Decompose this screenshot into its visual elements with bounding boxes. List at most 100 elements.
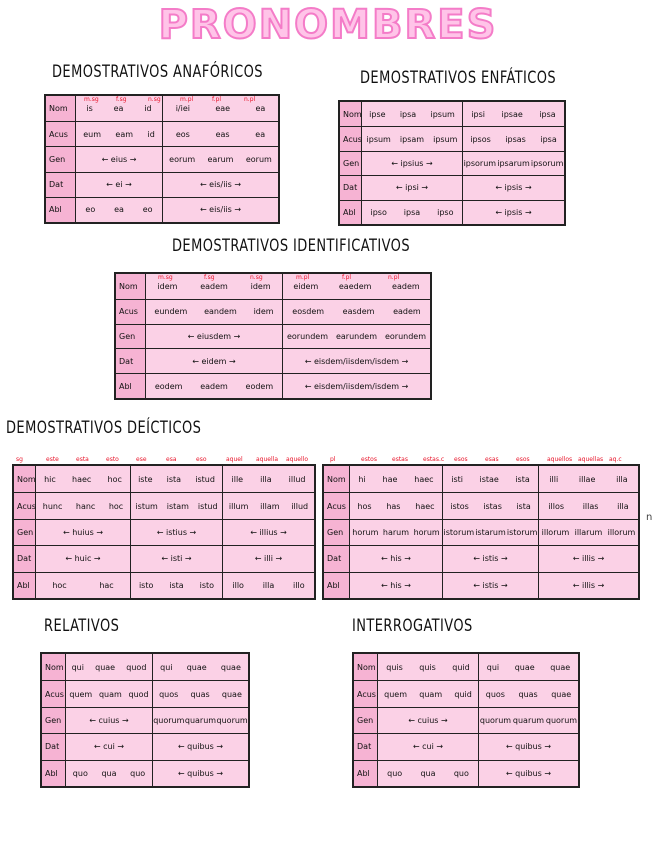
latin-form: hae (382, 474, 398, 484)
form-cell: i/iei eae ea (162, 96, 278, 122)
latin-form: ipsa (399, 109, 417, 119)
latin-form: ipsae (501, 109, 523, 119)
latin-form: quae (221, 689, 242, 699)
latin-form: quae (550, 662, 571, 672)
case-label: Gen (42, 707, 66, 734)
form-cell: quorum quarum quorum (478, 707, 578, 734)
latin-form: ← quibus → (505, 742, 552, 752)
latin-form: ← eisdem/iisdem/isdem → (304, 381, 409, 391)
latin-form: ← isti → (161, 554, 192, 564)
form-cell: qui quae quae (152, 654, 248, 681)
form-cell: ← illis → (538, 546, 638, 572)
latin-form: ← eisdem/iisdem/isdem → (304, 356, 409, 366)
latin-form: ipse (369, 109, 386, 119)
latin-form: ← eius → (101, 154, 137, 164)
latin-form: qui (160, 662, 173, 672)
demonstrative-tag: aquello (286, 456, 308, 463)
latin-form: isto (199, 580, 215, 590)
case-label: Dat (14, 546, 36, 572)
latin-form: ← cuius → (408, 715, 448, 725)
table-row: Acus eum eam id eos eas ea (46, 121, 278, 147)
demonstrative-tag: estas.c (423, 456, 445, 463)
case-label: Dat (46, 172, 76, 197)
demonstrative-tag: esas (485, 456, 499, 463)
latin-form: ← istis → (473, 580, 508, 590)
gender-tag: n.sg (148, 96, 161, 103)
demonstrative-tag: aquellos (547, 456, 573, 463)
table-row: Acus eundem eandem idem eosdem easdem eadem (116, 298, 430, 324)
table-row: Acus ipsum ipsam ipsum ipsos ipsas ipsa (340, 126, 564, 151)
form-cell: istos istas ista (442, 493, 538, 519)
form-cell: ← his → (350, 573, 442, 598)
heading-enfaticos: DEMOSTRATIVOS ENFÁTICOS (360, 68, 557, 88)
gender-tag: m.pl (180, 96, 194, 103)
form-cell: quo qua quo (66, 761, 152, 786)
case-label: Abl (354, 760, 378, 786)
form-cell: hi hae haec (350, 466, 442, 492)
latin-form: ipsum (366, 134, 391, 144)
latin-form: ← huius → (62, 527, 104, 537)
latin-form: ista (169, 580, 184, 590)
table-row: Abl ← his → ← istis → ← illis → (324, 571, 638, 598)
gender-tag: f.pl (342, 274, 352, 281)
form-cell: qui quae quae (478, 654, 578, 681)
latin-form: idem (253, 307, 274, 317)
latin-form: eorum (245, 154, 272, 164)
latin-form: eam (115, 129, 134, 139)
latin-form: ← ipsis → (495, 207, 532, 217)
latin-form: eodem (245, 381, 274, 391)
form-cell: ← ipsi → (362, 176, 462, 199)
table-row: Abl quo qua quo ← quibus → (42, 759, 248, 786)
table-row: Gen horum harum horum istorum istarum istorum i… (324, 518, 638, 546)
latin-form: hac (99, 580, 114, 590)
form-cell: eodem eadem eodem (146, 374, 282, 398)
table-row: Acus hunc hanc hoc istum istam istud illum illam… (14, 492, 314, 519)
table-row: Dat ← his → ← istis → ← illis → (324, 545, 638, 572)
form-cell: ille illa illud (222, 466, 314, 493)
latin-form: eum (83, 129, 101, 139)
latin-form: eundem (154, 307, 188, 317)
latin-form: ipsos (470, 134, 491, 144)
demonstrative-tag: esos (516, 456, 530, 463)
table-enfaticos: Nom ipse ipsa ipsum ipsi ipsae ipsa Acus ipsum ip… (338, 100, 566, 226)
latin-form: istos (450, 501, 469, 511)
latin-form: ← quibus → (177, 742, 224, 752)
demonstrative-tag: esta (76, 456, 89, 463)
form-cell: ← illius → (222, 519, 314, 546)
form-cell: illi illae illa (538, 466, 638, 493)
latin-form: quorum (545, 715, 578, 725)
latin-form: easdem (342, 307, 375, 317)
table-decticos-singular: Nom hic haec hoc iste ista istud ille illa illud A… (12, 464, 316, 600)
latin-form: istum (135, 501, 158, 511)
form-cell: ← ipsis → (462, 176, 564, 200)
table-row: Gen ← cuius → quorum quarum quorum (354, 706, 578, 734)
form-cell: ← his → (350, 546, 442, 571)
case-label: Acus (340, 127, 362, 151)
latin-form: quo (387, 768, 403, 778)
latin-form: ← eis/iis → (199, 205, 242, 215)
latin-form: quod (128, 689, 149, 699)
latin-form: quae (95, 662, 116, 672)
table-row: Gen ← cuius → quorum quarum quorum (42, 706, 248, 734)
case-label: Nom (46, 96, 76, 122)
latin-form: quam (98, 689, 122, 699)
latin-form: quarum (184, 715, 217, 725)
case-label: Abl (46, 197, 76, 222)
latin-form: quid (454, 689, 472, 699)
latin-form: illo (293, 580, 305, 590)
latin-form: harum (382, 527, 410, 537)
gender-tag: n.pl (244, 96, 256, 103)
case-label: Abl (42, 760, 66, 786)
latin-form: hanc (75, 501, 96, 511)
gender-tag: m.sg (84, 96, 99, 103)
table-interrogativos: Nom quis quis quid qui quae quae Acus quem quam qu… (352, 652, 580, 788)
latin-form: ea (113, 104, 124, 114)
table-row: Nom quis quis quid qui quae quae (354, 654, 578, 681)
latin-form: isti (451, 474, 463, 484)
form-cell: ← eius → (76, 147, 162, 171)
latin-form: ipsa (540, 134, 557, 144)
latin-form: quorum (216, 715, 248, 725)
latin-form: istud (197, 501, 218, 511)
latin-form: eadem (393, 307, 421, 317)
latin-form: hoc (107, 474, 122, 484)
